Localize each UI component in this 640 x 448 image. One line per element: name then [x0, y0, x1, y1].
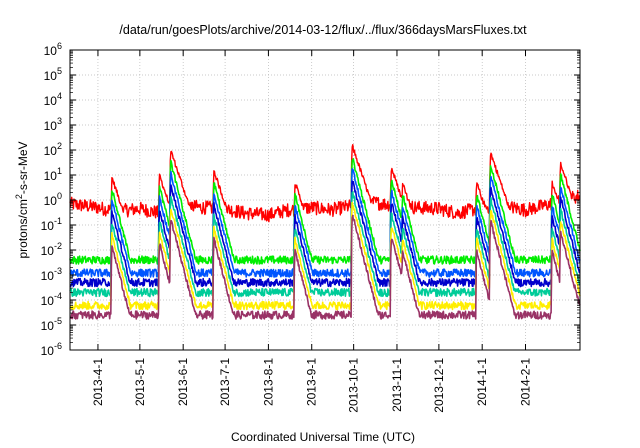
y-tick-label: 101: [44, 166, 62, 183]
series-line: [69, 180, 581, 288]
series-line: [69, 143, 581, 223]
series-line: [69, 201, 581, 311]
x-tick-label: 2013-4-1: [91, 358, 105, 406]
y-tick-label: 10-5: [41, 316, 62, 333]
axis-ticks: [70, 49, 580, 351]
x-tick-label: 2013-8-1: [261, 358, 275, 406]
y-tick-label: 100: [44, 191, 62, 208]
y-tick-label: 10-2: [41, 241, 62, 258]
y-tick-label: 106: [44, 41, 62, 58]
series-line: [69, 191, 581, 298]
y-tick-label: 103: [44, 116, 62, 133]
series-line: [69, 168, 581, 278]
x-tick-label: 2013-11-1: [390, 358, 404, 412]
y-tick-label: 10-3: [41, 266, 62, 283]
series-layer: [69, 143, 581, 320]
y-tick-labels: 10-6 10-5 10-4 10-3 10-2 10-1 100 101 102 103 104 1…: [41, 41, 62, 358]
x-tick-label: 2013-6-1: [176, 358, 190, 406]
x-tick-label: 2013-10-1: [347, 358, 361, 413]
chart-title: /data/run/goesPlots/archive/2014-03-12/f…: [119, 23, 527, 37]
x-tick-labels: 2013-4-1 2013-5-1 2013-6-1 2013-7-1 2013-8-1…: [91, 358, 533, 413]
x-tick-label: 2013-9-1: [305, 358, 319, 406]
y-tick-label: 105: [44, 66, 62, 83]
series-line: [69, 158, 581, 265]
y-tick-label: 102: [44, 141, 62, 158]
y-tick-label: 104: [44, 91, 62, 108]
x-tick-label: 2013-7-1: [218, 358, 232, 406]
y-axis-label: protons/cm2-s-sr-MeV: [14, 141, 30, 258]
y-tick-label: 10-6: [41, 341, 62, 358]
x-tick-label: 2013-5-1: [133, 358, 147, 406]
x-axis-label: Coordinated Universal Time (UTC): [231, 430, 415, 444]
y-tick-label: 10-1: [41, 216, 62, 233]
x-tick-label: 2014-2-1: [519, 358, 533, 406]
x-tick-label: 2013-12-1: [432, 358, 446, 413]
series-line: [69, 214, 581, 320]
y-tick-label: 10-4: [41, 291, 62, 308]
x-tick-label: 2014-1-1: [475, 358, 489, 406]
